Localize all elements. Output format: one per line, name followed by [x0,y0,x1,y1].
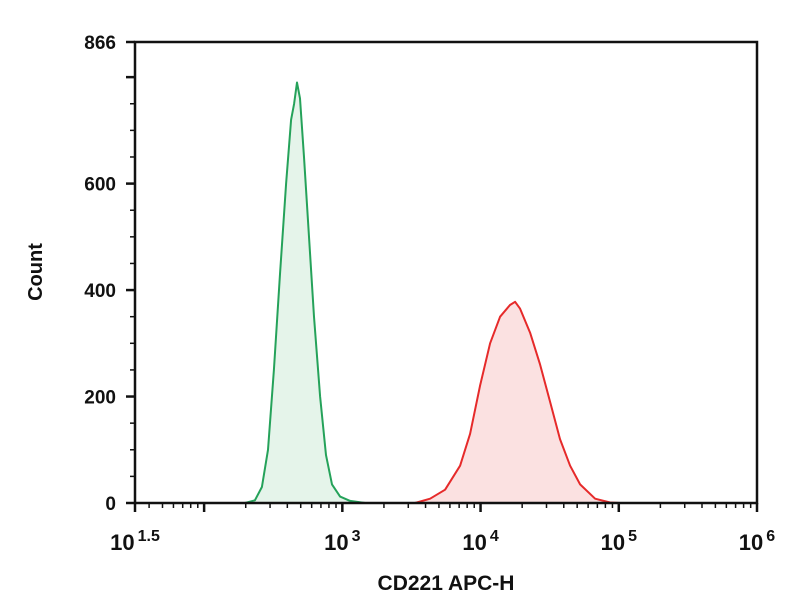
x-tick-label: 10 3 [324,528,360,555]
x-tick-label: 10 4 [462,528,498,555]
x-axis-label: CD221 APC-H [378,572,515,595]
y-tick-label: 200 [84,388,116,409]
x-tick-label: 10 6 [739,528,775,555]
series-layer [244,81,621,504]
x-axis-ticks [133,503,759,512]
x-tick-label: 10 5 [601,528,637,555]
series-1-line [244,81,366,504]
y-tick-labels: 0 200 400 600 866 [84,33,116,515]
series-2-line [414,300,621,504]
x-tick-labels: 10 1.5 10 3 10 4 10 5 10 6 [110,528,775,555]
x-tick-label: 10 1.5 [110,528,160,555]
plot-frame [133,40,759,505]
y-tick-label: 866 [84,33,116,54]
series-1-fill [245,82,366,503]
y-tick-label: 0 [105,494,116,515]
y-axis-label: Count [25,243,47,301]
y-tick-label: 600 [84,175,116,196]
y-axis-ticks [126,40,135,505]
series-2-fill [415,301,620,503]
y-tick-label: 400 [84,281,116,302]
